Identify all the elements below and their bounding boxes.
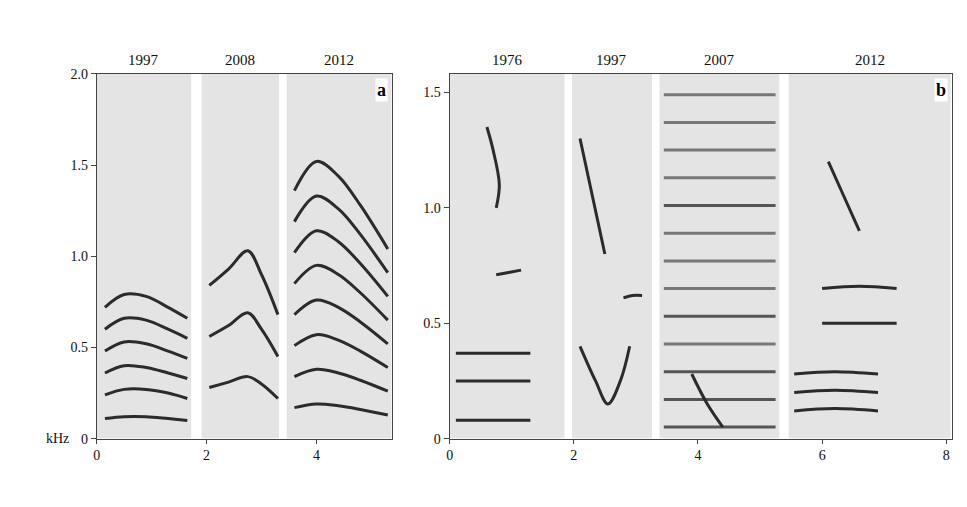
svg-text:1997: 1997 [128,52,159,68]
svg-text:kHz: kHz [46,431,69,446]
svg-text:a: a [377,80,386,100]
svg-text:4: 4 [694,448,701,463]
svg-text:1997: 1997 [596,52,627,68]
svg-text:2012: 2012 [855,52,885,68]
svg-text:8: 8 [943,448,950,463]
svg-text:2.0: 2.0 [70,67,88,82]
svg-text:1976: 1976 [492,52,523,68]
svg-text:b: b [936,80,946,100]
svg-text:2008: 2008 [225,52,255,68]
svg-text:1.0: 1.0 [70,249,88,264]
svg-text:2012: 2012 [324,52,354,68]
svg-text:4: 4 [313,448,320,463]
svg-text:0: 0 [446,448,453,463]
svg-text:1.0: 1.0 [423,201,441,216]
svg-text:1.5: 1.5 [70,158,88,173]
svg-text:0: 0 [93,448,100,463]
svg-text:1.5: 1.5 [423,85,441,100]
svg-text:0.5: 0.5 [70,340,88,355]
svg-text:2: 2 [203,448,210,463]
svg-text:2: 2 [570,448,577,463]
svg-text:2007: 2007 [704,52,735,68]
svg-text:6: 6 [819,448,826,463]
svg-text:0.5: 0.5 [423,316,441,331]
svg-text:0: 0 [81,432,88,447]
svg-text:0: 0 [434,432,441,447]
